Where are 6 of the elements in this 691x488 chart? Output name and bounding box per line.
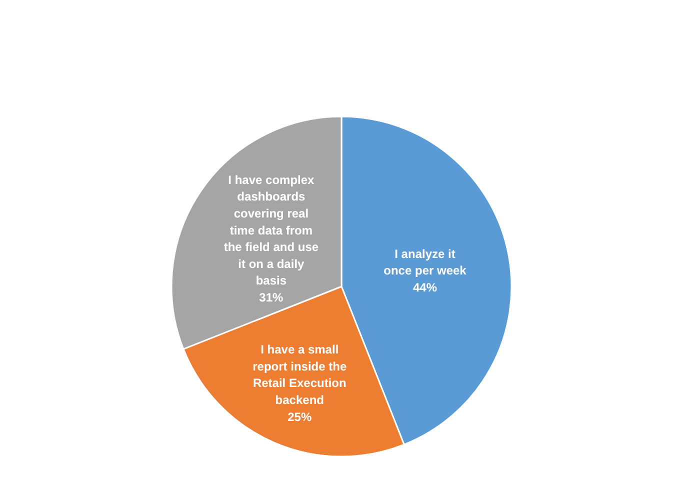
data-label: 31% <box>259 290 284 305</box>
slice-label: I have a small report inside the Retail Execution backend <box>252 342 347 408</box>
slice-label: I analyze it once per week <box>384 246 467 278</box>
data-label: 25% <box>288 410 312 424</box>
slice-label: I have complex dashboards covering real time data from the field and use it on a daily basis <box>224 172 319 288</box>
data-label: 44% <box>412 280 438 294</box>
